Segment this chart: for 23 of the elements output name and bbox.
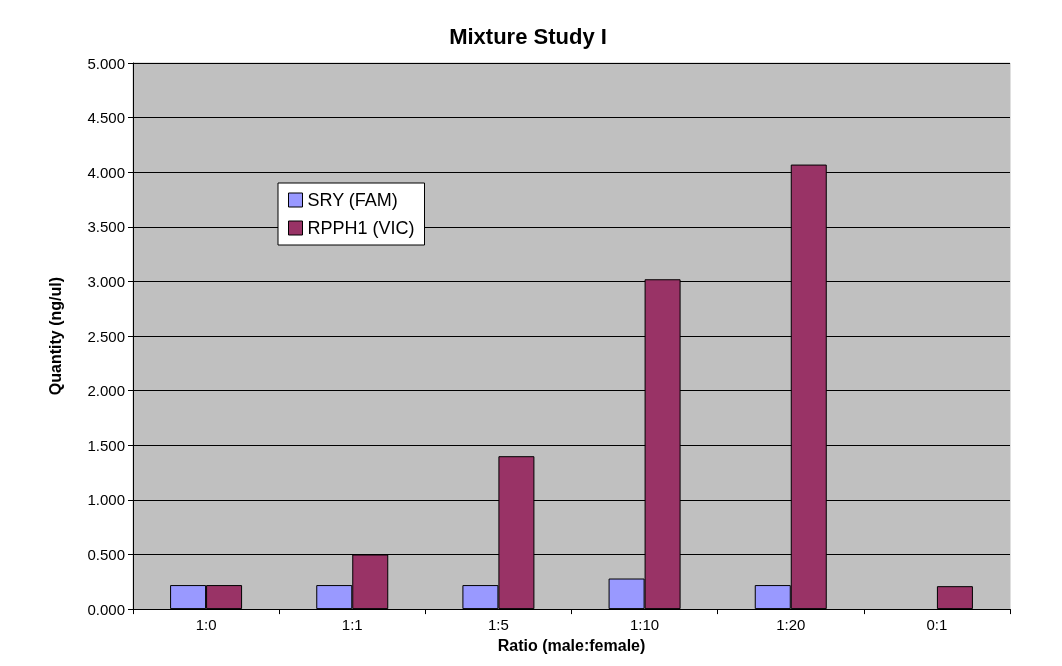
- y-tick-label: 2.500: [87, 327, 125, 345]
- x-tick-label: 1:1: [341, 616, 363, 634]
- x-tick-label: 1:0: [195, 616, 217, 634]
- chart-title: Mixture Study I: [449, 23, 607, 49]
- y-tick-label: 5.000: [87, 54, 125, 72]
- x-axis-title: Ratio (male:female): [497, 636, 646, 654]
- y-tick-label: 1.000: [87, 491, 125, 509]
- x-tick-label: 1:20: [776, 616, 806, 634]
- y-tick-label: 0.000: [87, 600, 125, 618]
- y-tick-label: 2.000: [87, 382, 125, 400]
- y-tick-label: 4.500: [87, 109, 125, 127]
- y-tick-label: 4.000: [87, 163, 125, 181]
- y-axis-title: Quantity (ng/ul): [46, 276, 64, 396]
- bar: [936, 586, 973, 610]
- legend-label: SRY (FAM): [307, 190, 398, 210]
- y-tick-label: 1.500: [87, 436, 125, 454]
- x-tick-label: 0:1: [926, 616, 948, 634]
- legend-label: RPPH1 (VIC): [307, 218, 415, 238]
- y-tick-label: 3.000: [87, 272, 125, 290]
- y-tick-label: 3.500: [87, 218, 125, 236]
- x-tick-label: 1:5: [487, 616, 509, 634]
- y-tick-label: 0.500: [87, 545, 125, 563]
- x-tick-label: 1:10: [629, 616, 660, 634]
